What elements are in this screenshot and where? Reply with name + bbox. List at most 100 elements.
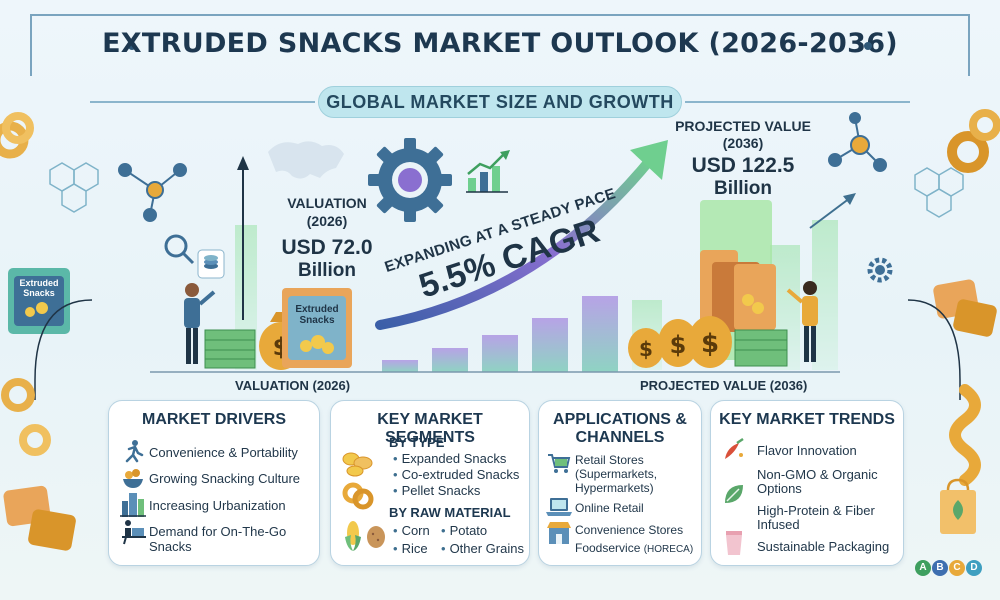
channel-retail: Retail Stores [575,453,644,467]
growth-bars [382,296,618,372]
subtitle-line-right [685,101,910,103]
hexagon-chain-left [49,162,99,213]
desk-person-icon [122,520,146,545]
key-market-segments-card: KEY MARKET SEGMENTS BY TYPE Expanded Sna… [330,400,530,566]
channel-online: Online Retail [575,501,644,515]
logo-letter: D [966,560,982,576]
projected-unit: Billion [713,178,773,199]
snack-rings-left [0,112,34,159]
trend-item: Sustainable Packaging [757,539,890,554]
by-raw-material-heading: BY RAW MATERIAL [389,505,511,520]
raw-material-item: Rice [393,541,428,556]
molecule-icon-right [828,112,887,172]
channel-retail-detail: (Supermarkets, [575,467,658,481]
gear-icon [368,138,452,222]
snack-package-label-center: Extruded Snacks [295,304,339,326]
applications-channels-card: APPLICATIONS & CHANNELS Retail Stores (S… [538,400,702,566]
channel-convenience: Convenience Stores [575,523,684,537]
snack-pillows-bottom-left [3,485,76,551]
snack-bowl-icon [123,469,143,488]
projected-axis-label: PROJECTED VALUE (2036) [640,378,808,393]
channels-title-line1: APPLICATIONS & [553,411,687,428]
valuation-year: (2026) [306,213,348,229]
city-buildings-icon [120,493,146,517]
key-market-trends-card: KEY MARKET TRENDS Flavor Innovation Non-… [710,400,904,566]
logo-letter: B [932,560,948,576]
channel-foodservice-label: Foodservice [575,541,641,555]
page-title: EXTRUDED SNACKS MARKET OUTLOOK (2026-203… [102,28,898,59]
driver-item: Growing Snacking Culture [149,471,301,486]
chili-icon [725,437,744,459]
growth-illustration: $ [0,109,1000,400]
store-icon [547,522,571,544]
title-dot-right [864,42,872,50]
money-bags-right: $ $ $ [628,316,732,368]
channel-retail-detail: Hypermarkets) [575,481,654,495]
by-type-heading: BY TYPE [389,435,445,450]
driver-item: Convenience & Portability [149,445,298,460]
channel-foodservice: Foodservice (HORECA) [575,541,693,557]
molecule-icon-left [118,163,187,222]
snack-pillows-right [933,279,997,337]
subtitle-line-left [90,101,315,103]
frame-top-line [30,14,970,16]
raw-material-item: Other Grains [441,541,524,556]
title-dot-left [128,42,136,50]
driver-item: Snacks [149,539,192,554]
channels-title-line2: CHANNELS [575,429,665,446]
svg-text:$: $ [670,331,687,359]
valuation-value: USD 72.0 [281,236,373,259]
money-stack-left [204,329,256,369]
segment-type-item: Pellet Snacks [393,483,481,498]
leaf-icon [725,485,743,503]
channel-foodservice-note: (HORECA) [643,544,694,555]
magnifier-icon [164,234,195,265]
trend-item: Non-GMO & Organic [757,467,878,482]
trend-item: High-Protein & Fiber [757,503,875,518]
subtitle-banner: GLOBAL MARKET SIZE AND GROWTH [318,86,682,118]
raw-material-item: Corn [393,523,430,538]
valuation-axis-label: VALUATION (2026) [235,378,351,393]
frame-right-line [968,14,970,76]
projected-year: (2036) [722,135,764,151]
person-left [184,283,216,364]
raw-material-item: Potato [441,523,488,538]
snack-bags-right [700,250,776,332]
trends-title: KEY MARKET TRENDS [719,411,895,428]
segment-type-item: Expanded Snacks [393,451,507,466]
shopping-cart-icon [548,454,571,473]
shopping-bag-icon [940,478,976,534]
segment-type-item: Co-extruded Snacks [393,467,520,482]
svg-text:$: $ [639,337,653,361]
projected-label: PROJECTED VALUE [675,118,811,134]
snack-bag-side-left [8,268,70,334]
trend-item: Flavor Innovation [757,443,857,458]
logo-letter: A [915,560,931,576]
snack-package-label-left: Extruded Snacks [19,278,59,298]
market-drivers-title: MARKET DRIVERS [141,411,286,428]
trend-item: Options [757,481,802,496]
small-gear-icon [867,257,893,283]
person-right [786,281,818,362]
money-stack-right [734,329,788,367]
market-drivers-card: MARKET DRIVERS Convenience & Portability… [108,400,320,566]
valuation-block: VALUATION (2026) USD 72.0 Billion [262,194,392,282]
projected-value: USD 122.5 [691,154,795,177]
valuation-label: VALUATION [287,195,367,211]
puffs-icon [342,452,373,477]
logo-letter: C [949,560,965,576]
projected-block: PROJECTED VALUE (2036) USD 122.5 Billion [668,118,818,200]
mini-chart-icon [466,150,510,193]
snack-rings-right [947,109,1000,173]
corn-icon [345,521,361,551]
cup-icon [726,531,742,555]
running-person-icon [125,440,144,463]
rings-icon [342,482,374,510]
trend-item: Infused [757,517,800,532]
logo: A B C D [915,560,983,578]
snack-twist-right [949,384,981,486]
hexagon-chain-right [914,167,964,218]
valuation-unit: Billion [297,260,357,281]
driver-item: Demand for On-The-Go [149,524,287,539]
potato-icon [367,526,385,548]
